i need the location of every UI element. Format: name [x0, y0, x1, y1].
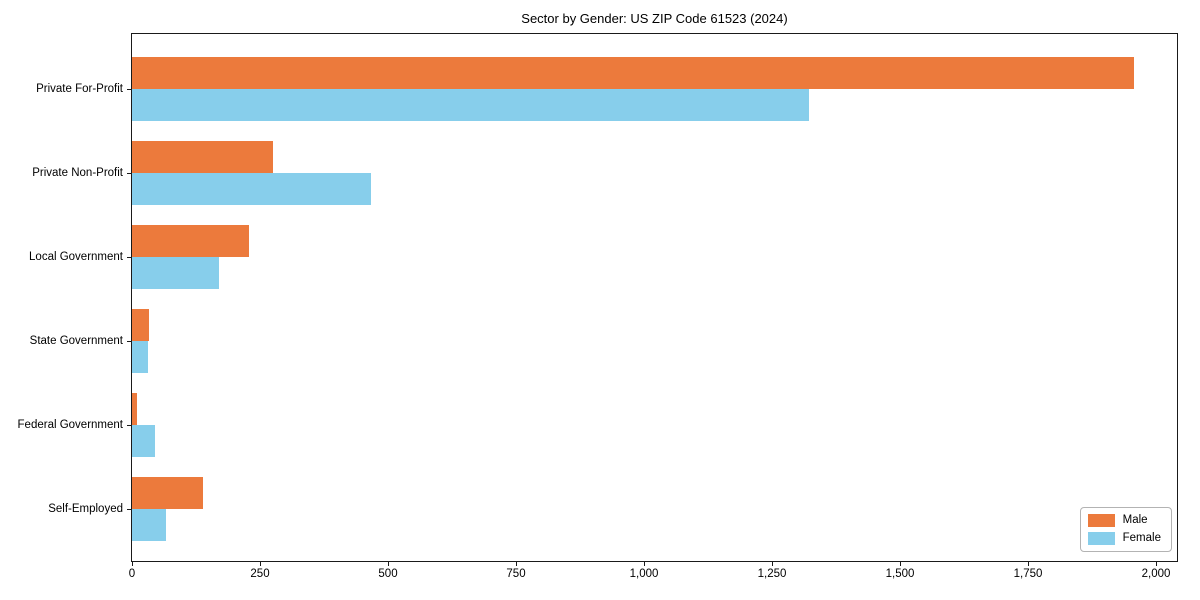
legend-label: Female [1122, 532, 1161, 544]
bar-male-private-non-profit [132, 141, 273, 173]
x-tick-label: 1,500 [885, 568, 915, 580]
y-tick-label-private-non-profit: Private Non-Profit [32, 167, 123, 179]
y-tick-mark [127, 257, 132, 258]
y-tick-label-local-government: Local Government [29, 251, 123, 263]
bar-female-self-employed [132, 509, 166, 541]
y-tick-label-federal-government: Federal Government [17, 419, 123, 431]
x-tick-mark [132, 561, 133, 566]
x-tick-label: 250 [250, 568, 270, 580]
bar-male-state-government [132, 309, 150, 341]
legend-label: Male [1122, 514, 1148, 526]
bars-layer [132, 34, 1177, 561]
x-tick-mark [516, 561, 517, 566]
x-tick-mark [1156, 561, 1157, 566]
bar-female-federal-government [132, 425, 155, 457]
y-tick-mark [127, 425, 132, 426]
bar-male-local-government [132, 225, 250, 257]
y-tick-mark [127, 341, 132, 342]
bar-female-local-government [132, 257, 220, 289]
bar-male-private-for-profit [132, 57, 1134, 89]
plot-area: 0 250 500 750 1,000 1,250 1,500 1,750 2,000 Priv… [18, 33, 1178, 580]
x-tick-mark [644, 561, 645, 566]
y-tick-label-self-employed: Self-Employed [48, 503, 123, 515]
legend-swatch-male [1087, 514, 1115, 527]
x-tick-mark [1028, 561, 1029, 566]
x-tick-mark [900, 561, 901, 566]
x-tick-mark [388, 561, 389, 566]
x-tick-label: 0 [128, 568, 136, 580]
legend-swatch-female [1087, 532, 1115, 545]
bar-male-federal-government [132, 393, 137, 425]
x-tick-mark [260, 561, 261, 566]
y-tick-label-state-government: State Government [29, 335, 123, 347]
x-tick-label: 1,250 [757, 568, 787, 580]
x-tick-label: 1,750 [1013, 568, 1043, 580]
x-axis: 0 250 500 750 1,000 1,250 1,500 1,750 2,000 [129, 34, 1177, 580]
y-tick-mark [127, 509, 132, 510]
legend-entry-male: Male [1087, 514, 1161, 527]
x-tick-label: 2,000 [1141, 568, 1171, 580]
bar-male-self-employed [132, 477, 203, 509]
legend-entry-female: Female [1087, 532, 1161, 545]
x-tick-label: 1,000 [629, 568, 659, 580]
legend: Male Female [1079, 507, 1172, 552]
x-tick-label: 750 [506, 568, 526, 580]
y-axis: Private For-Profit Private Non-Profit Loca… [18, 34, 1177, 561]
chart-title: Sector by Gender: US ZIP Code 61523 (202… [521, 11, 788, 26]
y-tick-mark [127, 89, 132, 90]
bar-female-private-non-profit [132, 173, 371, 205]
x-tick-mark [772, 561, 773, 566]
y-tick-mark [127, 173, 132, 174]
bar-female-private-for-profit [132, 89, 809, 121]
bar-female-state-government [132, 341, 148, 373]
y-tick-label-private-for-profit: Private For-Profit [36, 83, 123, 95]
x-tick-label: 500 [378, 568, 398, 580]
